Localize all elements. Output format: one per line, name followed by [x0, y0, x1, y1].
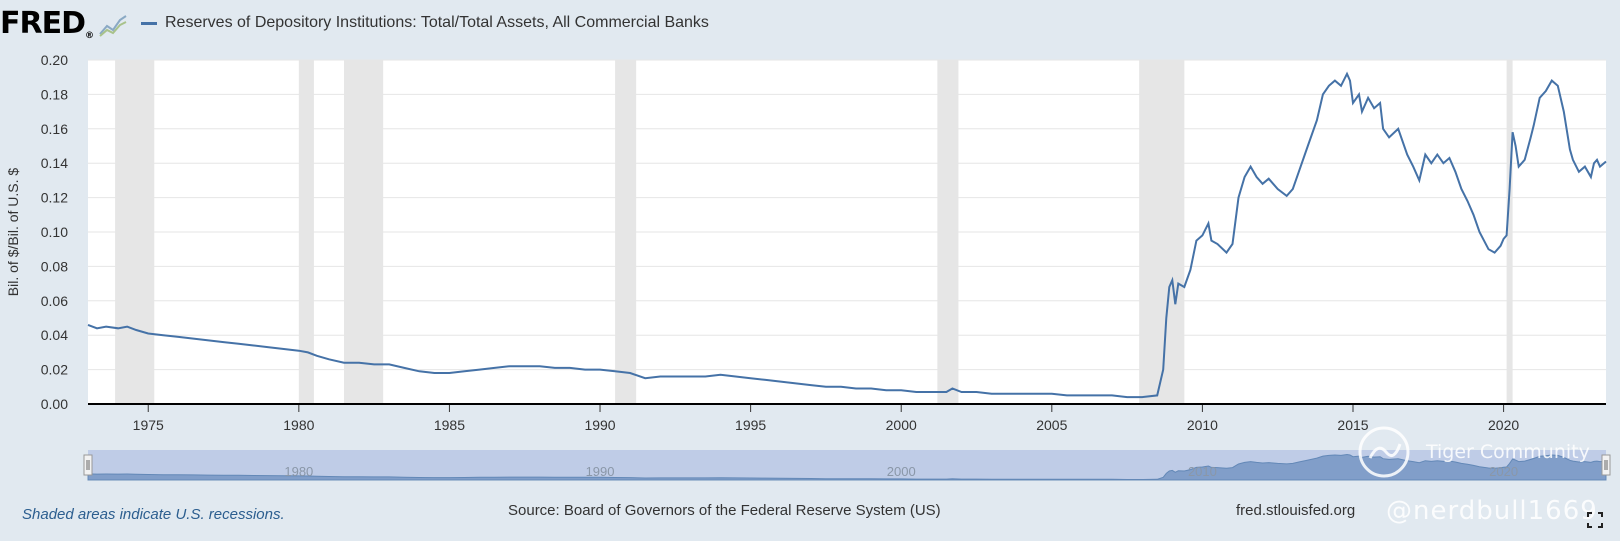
x-tick-label: 2010: [1187, 417, 1218, 433]
x-tick-label: 1975: [133, 417, 164, 433]
site-url[interactable]: fred.stlouisfed.org: [1236, 502, 1356, 519]
y-axis-label: Bil. of $/Bil. of U.S. $: [5, 168, 21, 297]
legend[interactable]: Reserves of Depository Institutions: Tot…: [141, 14, 709, 32]
x-tick-label: 2020: [1488, 417, 1519, 433]
y-tick-label: 0.06: [41, 293, 68, 309]
y-tick-label: 0.18: [41, 86, 68, 102]
recession-note: Shaded areas indicate U.S. recessions.: [22, 506, 285, 523]
series-line[interactable]: [87, 71, 1607, 399]
logo-text: FRED: [0, 6, 86, 41]
chart-line-icon: [98, 12, 128, 38]
x-tick-label: 1990: [584, 417, 615, 433]
navigator-ticks: 1980 1990 2000 2010 2020: [284, 464, 1518, 479]
navigator-tick-label: 2010: [1188, 464, 1217, 479]
chart[interactable]: 0.00 0.02 0.04 0.06 0.08 0.10 0.12 0.14 0.16 0.18…: [0, 0, 1620, 500]
x-tick-label: 1995: [735, 417, 766, 433]
navigator-area: [87, 453, 1607, 481]
legend-swatch: [141, 21, 157, 25]
x-tick-label: 1985: [434, 417, 465, 433]
navigator-tick-label: 2000: [887, 464, 916, 479]
y-tick-label: 0.14: [41, 155, 68, 171]
fred-logo[interactable]: FRED®: [0, 6, 94, 41]
y-axis-ticks: 0.00 0.02 0.04 0.06 0.08 0.10 0.12 0.14 0.16 0.18…: [41, 52, 68, 412]
y-tick-label: 0.10: [41, 224, 68, 240]
fullscreen-icon[interactable]: [1587, 512, 1603, 528]
source-text: Source: Board of Governors of the Federa…: [508, 502, 941, 519]
navigator-left-handle[interactable]: [83, 454, 93, 476]
y-tick-label: 0.08: [41, 258, 68, 274]
x-axis-ticks: 1975 1980 1985 1990 1995 2000 2005 2010 2015 2020: [133, 404, 1519, 433]
x-tick-label: 1980: [283, 417, 314, 433]
tiger-logo-icon: [1358, 426, 1410, 478]
gridlines: [88, 59, 1606, 371]
y-tick-label: 0.16: [41, 121, 68, 137]
chart-header: FRED® Reserves of Depository Institution…: [0, 0, 1620, 48]
watermark-handle: @nerdbull1669: [1386, 496, 1598, 526]
x-tick-label: 2000: [886, 417, 917, 433]
x-tick-label: 2015: [1337, 417, 1368, 433]
y-tick-label: 0.20: [41, 52, 68, 68]
navigator-tick-label: 1980: [284, 464, 313, 479]
navigator-tick-label: 1990: [586, 464, 615, 479]
navigator-right-handle[interactable]: [1601, 454, 1611, 476]
logo-registered-mark: ®: [85, 31, 94, 41]
y-tick-label: 0.04: [41, 327, 68, 343]
range-navigator[interactable]: 1980 1990 2000 2010 2020: [83, 450, 1611, 481]
y-tick-label: 0.00: [41, 396, 68, 412]
watermark-community: Tiger Community: [1426, 441, 1590, 463]
y-tick-label: 0.12: [41, 190, 68, 206]
navigator-tick-label: 2020: [1489, 464, 1518, 479]
y-tick-label: 0.02: [41, 362, 68, 378]
series-title: Reserves of Depository Institutions: Tot…: [165, 14, 709, 31]
x-tick-label: 2005: [1036, 417, 1067, 433]
